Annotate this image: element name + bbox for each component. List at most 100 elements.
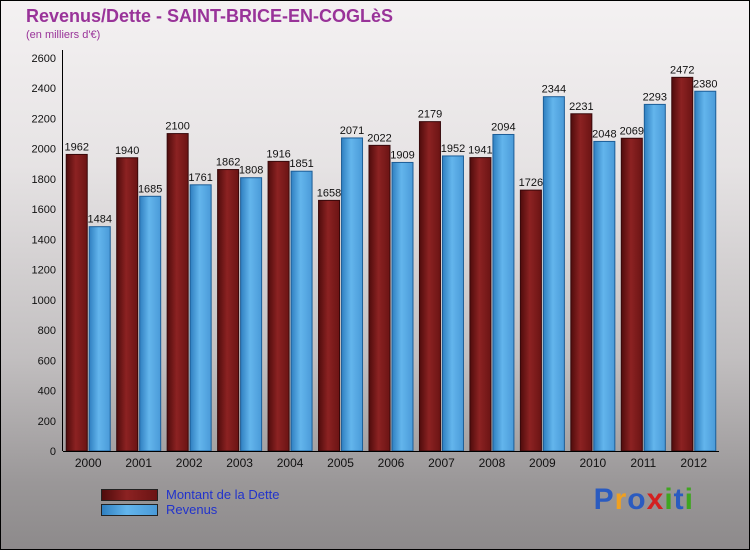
logo-letter: r (614, 483, 628, 516)
revenus-bar (341, 137, 364, 452)
chart-title: Revenus/Dette - SAINT-BRICE-EN-COGLèS (26, 6, 394, 26)
revenus-bar (542, 96, 565, 452)
logo-letter: x (646, 483, 665, 516)
svg-text:2071: 2071 (340, 125, 364, 137)
svg-text:2000: 2000 (75, 456, 102, 470)
dette-legend-label: Montant de la Dette (166, 487, 280, 502)
svg-text:600: 600 (38, 355, 56, 367)
svg-text:1916: 1916 (266, 148, 290, 160)
svg-text:2100: 2100 (165, 121, 189, 133)
svg-text:2600: 2600 (32, 53, 56, 65)
dette-bar (318, 199, 341, 452)
svg-text:2001: 2001 (125, 456, 152, 470)
svg-text:1952: 1952 (441, 143, 465, 155)
svg-text:2472: 2472 (670, 64, 694, 76)
axes (62, 50, 719, 452)
svg-text:2048: 2048 (592, 128, 616, 140)
revenus-bar (441, 155, 464, 452)
svg-text:2012: 2012 (680, 456, 707, 470)
dette-bar (267, 160, 290, 452)
revenus-bar (694, 90, 717, 452)
bars (65, 76, 717, 452)
svg-text:1962: 1962 (64, 141, 88, 153)
svg-text:2094: 2094 (491, 121, 515, 133)
dette-bar (418, 121, 441, 452)
svg-text:1200: 1200 (32, 265, 56, 277)
revenus-legend-label: Revenus (166, 502, 218, 517)
svg-text:2344: 2344 (542, 84, 566, 96)
dette-bar (368, 144, 391, 452)
revenus-bar (643, 103, 666, 452)
dette-bar (217, 169, 240, 452)
svg-text:2231: 2231 (569, 101, 593, 113)
revenus-swatch (101, 503, 158, 516)
dette-bar (671, 76, 694, 452)
svg-text:2010: 2010 (579, 456, 606, 470)
revenus-bar (240, 177, 263, 452)
chart-subtitle: (en milliers d'€) (26, 29, 101, 41)
proxiti-logo: Proxiti (594, 483, 694, 517)
revenus-bar (189, 184, 212, 452)
svg-text:2380: 2380 (693, 78, 717, 90)
svg-text:2002: 2002 (176, 456, 203, 470)
svg-text:2022: 2022 (367, 132, 391, 144)
revenus-bar (139, 195, 162, 452)
svg-text:1941: 1941 (468, 145, 492, 157)
x-axis-labels: 2000 2001 2002 2003 2004 2005 2006 2007 2008 2009… (75, 456, 708, 470)
logo-letter: P (593, 483, 615, 516)
svg-text:1761: 1761 (188, 172, 212, 184)
dette-bar (570, 113, 593, 452)
svg-text:2200: 2200 (32, 113, 56, 125)
legend-item-revenus: Revenus (101, 502, 279, 517)
svg-text:200: 200 (38, 416, 56, 428)
dette-bar (116, 157, 139, 452)
value-labels: 1962 1484 1940 1685 2100 1761 1862180819161851… (64, 64, 717, 225)
svg-text:800: 800 (38, 325, 56, 337)
revenus-bar (391, 161, 414, 452)
revenus-bar (492, 133, 515, 452)
revenus-bar (290, 170, 313, 452)
dette-swatch (101, 488, 158, 501)
svg-text:1726: 1726 (519, 177, 543, 189)
svg-text:1862: 1862 (216, 157, 240, 169)
svg-text:2003: 2003 (226, 456, 253, 470)
svg-text:1600: 1600 (32, 204, 56, 216)
svg-text:1400: 1400 (32, 234, 56, 246)
svg-text:2293: 2293 (643, 91, 667, 103)
svg-text:1000: 1000 (32, 295, 56, 307)
svg-text:0: 0 (50, 446, 56, 458)
svg-text:2400: 2400 (32, 83, 56, 95)
revenus-bar (88, 226, 111, 452)
svg-text:2006: 2006 (378, 456, 405, 470)
logo-letter: o (627, 483, 647, 516)
legend-item-dette: Montant de la Dette (101, 487, 279, 502)
svg-text:2069: 2069 (620, 125, 644, 137)
svg-text:400: 400 (38, 386, 56, 398)
svg-text:2007: 2007 (428, 456, 455, 470)
dette-bar (620, 137, 643, 452)
bar-chart: 0 200 400 600 800 1000 1200 1400 1600 1800 2000 220… (32, 50, 719, 470)
svg-text:1658: 1658 (317, 187, 341, 199)
svg-text:2008: 2008 (479, 456, 506, 470)
svg-text:2000: 2000 (32, 144, 56, 156)
y-axis-ticks: 0 200 400 600 800 1000 1200 1400 1600 1800 2000 220… (32, 53, 56, 458)
logo-letter: i (664, 483, 674, 516)
dette-bar (519, 189, 542, 452)
svg-text:1685: 1685 (138, 183, 162, 195)
dette-bar (469, 157, 492, 452)
dette-bar (166, 133, 189, 452)
revenus-bar (593, 140, 616, 452)
svg-text:2011: 2011 (630, 456, 656, 470)
svg-text:1940: 1940 (115, 145, 139, 157)
svg-text:1909: 1909 (390, 149, 414, 161)
svg-text:1808: 1808 (239, 165, 263, 177)
svg-text:2005: 2005 (327, 456, 354, 470)
dette-bar (65, 153, 88, 452)
svg-text:2179: 2179 (418, 109, 442, 121)
svg-text:2004: 2004 (277, 456, 304, 470)
logo-letter: i (684, 483, 694, 516)
svg-text:1800: 1800 (32, 174, 56, 186)
svg-text:1851: 1851 (289, 158, 313, 170)
legend: Montant de la Dette Revenus (101, 487, 279, 517)
